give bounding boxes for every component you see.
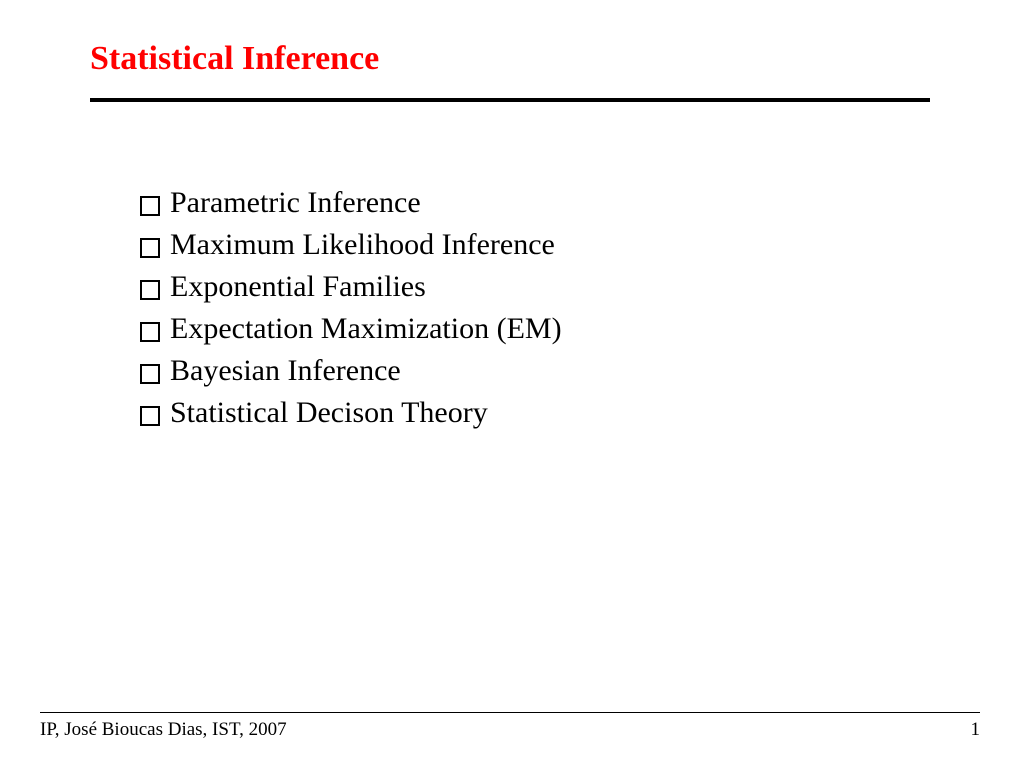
square-bullet-icon: [140, 238, 160, 258]
slide-container: Statistical Inference Parametric Inferen…: [0, 0, 1020, 765]
square-bullet-icon: [140, 322, 160, 342]
footer-left-text: IP, José Bioucas Dias, IST, 2007: [40, 719, 287, 741]
square-bullet-icon: [140, 364, 160, 384]
list-item: Exponential Families: [140, 266, 930, 308]
bullet-text: Expectation Maximization (EM): [170, 308, 562, 350]
footer-content: IP, José Bioucas Dias, IST, 2007 1: [40, 719, 980, 741]
bullet-list: Parametric Inference Maximum Likelihood …: [140, 182, 930, 434]
bullet-text: Bayesian Inference: [170, 350, 401, 392]
list-item: Parametric Inference: [140, 182, 930, 224]
bullet-text: Parametric Inference: [170, 182, 421, 224]
title-divider: [90, 98, 930, 102]
footer-divider: [40, 712, 980, 713]
square-bullet-icon: [140, 196, 160, 216]
bullet-text: Exponential Families: [170, 266, 426, 308]
bullet-text: Statistical Decison Theory: [170, 392, 488, 434]
square-bullet-icon: [140, 280, 160, 300]
page-number: 1: [971, 719, 981, 741]
list-item: Maximum Likelihood Inference: [140, 224, 930, 266]
bullet-text: Maximum Likelihood Inference: [170, 224, 555, 266]
square-bullet-icon: [140, 406, 160, 426]
slide-footer: IP, José Bioucas Dias, IST, 2007 1: [40, 712, 980, 741]
slide-title: Statistical Inference: [90, 40, 930, 78]
list-item: Statistical Decison Theory: [140, 392, 930, 434]
list-item: Bayesian Inference: [140, 350, 930, 392]
list-item: Expectation Maximization (EM): [140, 308, 930, 350]
